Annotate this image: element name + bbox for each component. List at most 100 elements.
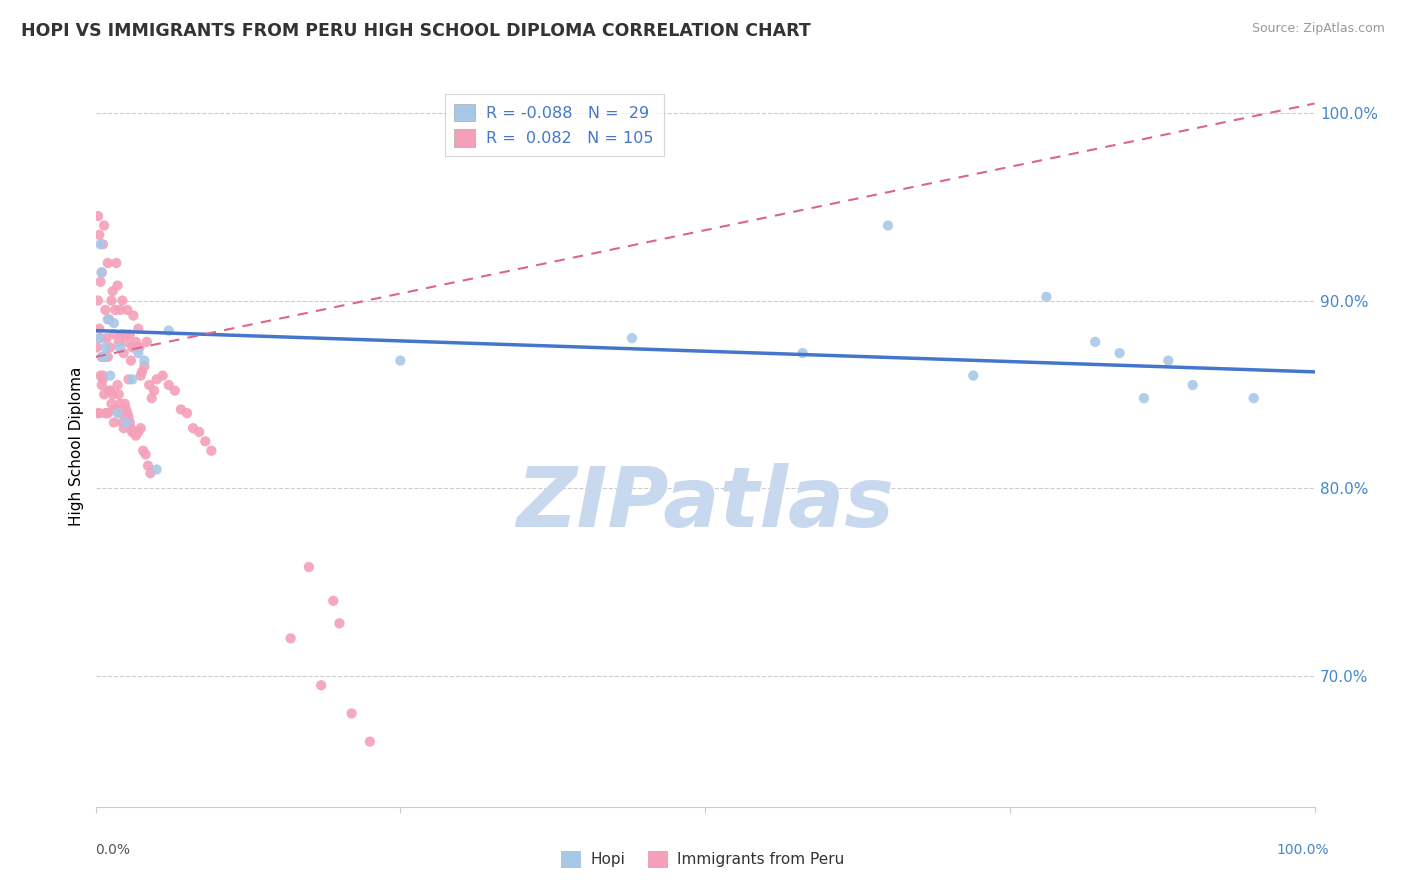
Point [1181,378,1204,392]
Point [107,378,129,392]
Point [100,293,122,308]
Point [94,350,117,364]
Point [90,265,112,279]
Point [134,353,156,368]
Point [143,384,166,398]
Point [122,309,145,323]
Point [157,378,180,392]
Point [127,425,149,439]
Point [170,402,193,417]
Point [328,616,350,631]
Point [124,341,146,355]
Point [89,406,111,420]
Point [128,341,150,355]
Point [90,265,112,279]
Point [96,331,118,345]
Point [141,391,163,405]
Point [138,378,160,392]
Point [127,346,149,360]
Point [298,560,321,574]
Point [98,368,121,383]
Point [127,322,149,336]
Point [91,350,114,364]
Point [97,406,120,420]
Point [89,227,111,242]
Point [1133,391,1156,405]
Legend: R = -0.088   N =  29, R =  0.082   N = 105: R = -0.088 N = 29, R = 0.082 N = 105 [444,95,664,156]
Text: 100.0%: 100.0% [1277,843,1329,857]
Point [108,341,131,355]
Point [1108,346,1130,360]
Point [107,278,129,293]
Point [107,387,129,401]
Point [118,327,141,342]
Point [105,402,128,417]
Point [135,334,157,349]
Point [131,365,153,379]
Point [120,421,142,435]
Point [89,237,111,252]
Point [200,443,222,458]
Point [87,209,110,223]
Point [97,312,120,326]
Point [877,219,900,233]
Text: HOPI VS IMMIGRANTS FROM PERU HIGH SCHOOL DIPLOMA CORRELATION CHART: HOPI VS IMMIGRANTS FROM PERU HIGH SCHOOL… [21,22,811,40]
Point [157,324,180,338]
Point [620,331,643,345]
Point [91,368,114,383]
Point [91,372,114,386]
Point [134,359,156,374]
Point [103,327,125,342]
Point [176,406,198,420]
Point [90,350,112,364]
Point [89,331,111,345]
Point [108,397,131,411]
Point [89,331,111,345]
Point [89,275,111,289]
Y-axis label: High School Diploma: High School Diploma [69,367,84,525]
Text: ZIPatlas: ZIPatlas [516,463,894,544]
Point [94,406,117,420]
Point [94,341,117,355]
Point [962,368,984,383]
Point [129,421,152,435]
Point [114,397,136,411]
Point [194,434,217,449]
Point [359,734,381,748]
Point [104,402,127,417]
Point [139,467,162,481]
Point [340,706,363,721]
Point [108,302,131,317]
Point [280,632,302,646]
Point [114,327,136,342]
Point [117,372,139,386]
Point [115,334,138,349]
Point [98,341,121,355]
Text: Source: ZipAtlas.com: Source: ZipAtlas.com [1251,22,1385,36]
Point [91,237,114,252]
Point [163,384,186,398]
Point [111,293,134,308]
Point [322,594,344,608]
Point [101,284,124,298]
Point [107,406,129,420]
Point [136,458,159,473]
Text: 0.0%: 0.0% [96,843,131,857]
Point [1035,290,1057,304]
Point [120,353,142,368]
Point [101,387,124,401]
Point [792,346,814,360]
Point [111,416,134,430]
Point [1084,334,1107,349]
Point [129,368,152,383]
Point [89,368,111,383]
Point [104,302,127,317]
Point [105,256,128,270]
Point [107,334,129,349]
Point [98,384,121,398]
Point [112,421,135,435]
Point [117,409,139,424]
Point [145,372,167,386]
Point [125,428,148,442]
Point [103,316,125,330]
